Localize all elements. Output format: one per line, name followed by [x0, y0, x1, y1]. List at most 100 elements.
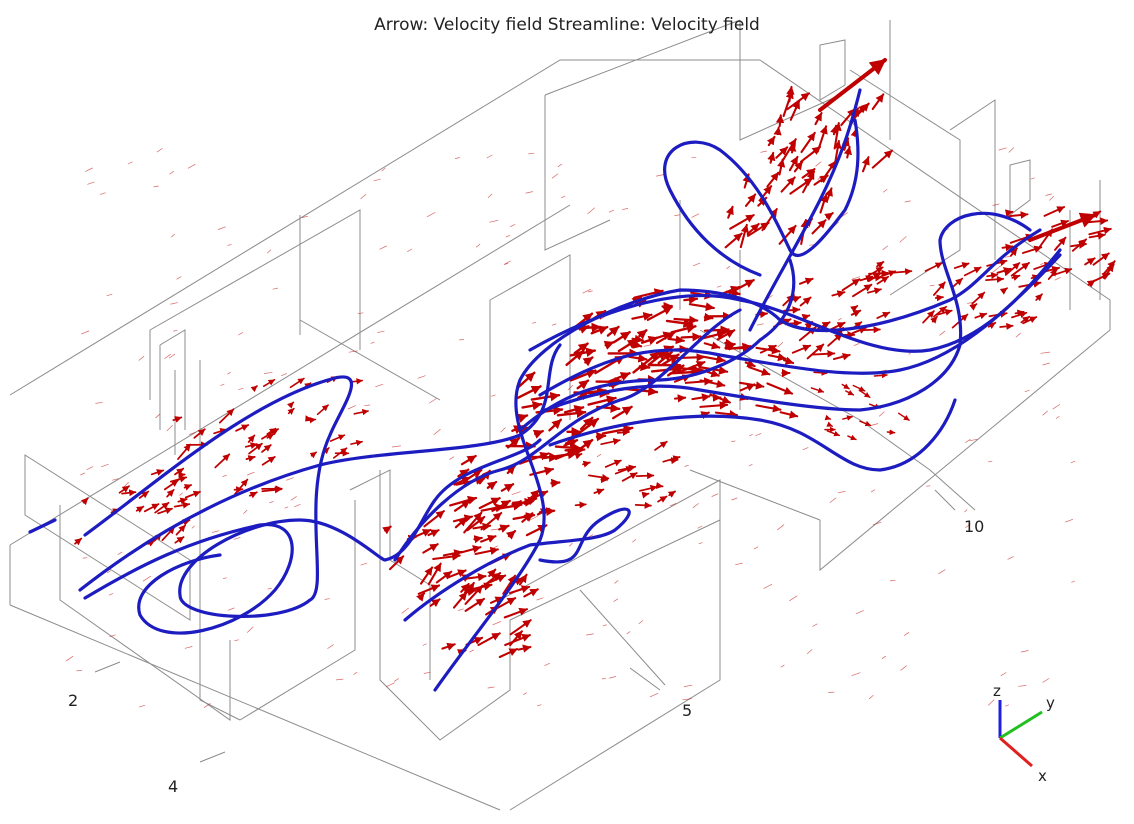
velocity-arrow: [128, 162, 132, 164]
velocity-arrow: [107, 571, 110, 573]
velocity-arrow: [782, 177, 795, 191]
velocity-arrow: [221, 384, 224, 386]
velocity-arrow: [514, 515, 535, 519]
velocity-arrow: [615, 581, 618, 584]
velocity-arrow: [185, 485, 192, 488]
velocity-arrow: [640, 487, 657, 491]
velocity-arrow: [107, 294, 112, 296]
velocity-arrow: [1016, 333, 1020, 337]
velocity-arrow: [537, 705, 541, 706]
velocity-arrow: [904, 632, 909, 635]
velocity-arrow: [790, 596, 798, 601]
velocity-arrow: [874, 375, 887, 376]
streamline: [30, 520, 55, 532]
velocity-arrow: [177, 277, 181, 280]
velocity-arrow: [1050, 196, 1054, 200]
velocity-arrow: [361, 563, 367, 565]
velocity-arrow: [1006, 705, 1009, 706]
velocity-arrow: [392, 446, 400, 447]
velocity-arrow: [264, 372, 272, 373]
velocity-arrow: [1043, 363, 1050, 365]
velocity-arrow: [614, 332, 630, 342]
velocity-arrow: [597, 436, 605, 437]
velocity-arrow: [358, 313, 363, 314]
velocity-arrow: [644, 345, 651, 347]
velocity-arrow: [667, 321, 692, 324]
velocity-arrow: [154, 186, 159, 187]
velocity-arrow: [408, 249, 412, 252]
velocity-arrow: [262, 429, 278, 439]
velocity-arrow: [336, 679, 343, 680]
velocity-arrow: [1008, 557, 1014, 560]
velocity-arrow: [693, 263, 700, 266]
velocity-arrow: [489, 570, 495, 576]
velocity-arrow: [118, 552, 122, 554]
velocity-arrow: [778, 525, 784, 530]
velocity-arrow: [291, 379, 304, 388]
velocity-arrow: [868, 289, 881, 292]
velocity-arrow: [860, 421, 871, 425]
velocity-arrow: [834, 126, 836, 135]
velocity-arrow: [531, 457, 558, 458]
velocity-arrow: [394, 679, 398, 682]
velocity-arrow: [900, 237, 906, 243]
velocity-arrow: [470, 650, 474, 652]
velocity-arrow: [871, 424, 878, 426]
velocity-arrow: [518, 386, 540, 397]
velocity-arrow: [244, 510, 247, 513]
velocity-arrows: [66, 60, 1115, 708]
velocity-arrow: [877, 313, 889, 319]
velocity-arrow: [675, 398, 685, 399]
velocity-arrow: [669, 491, 675, 495]
velocity-arrow: [1043, 411, 1048, 415]
axis-tick-label: 2: [68, 691, 78, 710]
velocity-arrow: [100, 193, 105, 195]
velocity-arrow: [519, 647, 531, 650]
velocity-arrow: [1090, 235, 1105, 238]
velocity-arrow: [756, 434, 761, 436]
velocity-arrow: [827, 213, 833, 217]
velocity-arrow: [249, 435, 255, 442]
velocity-arrow: [524, 589, 538, 596]
velocity-arrow: [120, 486, 129, 493]
velocity-arrow: [972, 304, 976, 307]
velocity-arrow: [186, 492, 200, 498]
velocity-arrow: [1023, 247, 1041, 253]
velocity-arrow: [589, 475, 609, 478]
velocity-arrow: [683, 699, 692, 700]
velocity-arrow: [672, 326, 696, 332]
velocity-arrow: [749, 367, 769, 374]
velocity-arrow: [597, 454, 601, 456]
velocity-arrow: [852, 311, 861, 315]
velocity-arrow: [848, 436, 856, 439]
velocity-arrow: [890, 580, 895, 581]
axis-triad: z y x: [993, 682, 1055, 785]
velocity-arrow: [639, 330, 646, 336]
velocity-arrow: [75, 539, 81, 544]
velocity-arrow: [633, 339, 643, 341]
velocity-arrow: [1056, 416, 1059, 418]
velocity-arrow: [545, 663, 550, 665]
velocity-arrow: [955, 264, 969, 269]
velocity-arrow: [940, 331, 945, 335]
velocity-arrow: [510, 587, 529, 593]
velocity-arrow: [267, 250, 270, 253]
velocity-arrow: [658, 497, 667, 502]
velocity-arrow: [361, 194, 366, 199]
velocity-arrow: [263, 457, 275, 465]
velocity-arrow: [537, 598, 543, 600]
velocity-arrow: [481, 536, 495, 541]
velocity-arrow: [778, 128, 779, 135]
velocity-arrow: [869, 695, 873, 698]
velocity-arrow: [856, 611, 863, 614]
velocity-arrow: [378, 331, 385, 333]
velocity-arrow: [934, 307, 946, 317]
velocity-arrow: [853, 306, 857, 309]
velocity-arrow: [167, 425, 173, 430]
outlet-velocity-arrow: [820, 60, 885, 110]
velocity-arrow: [712, 494, 718, 497]
velocity-arrow: [863, 157, 869, 171]
velocity-arrow: [177, 525, 186, 534]
velocity-arrow: [1071, 244, 1086, 246]
velocity-arrow: [577, 454, 582, 456]
